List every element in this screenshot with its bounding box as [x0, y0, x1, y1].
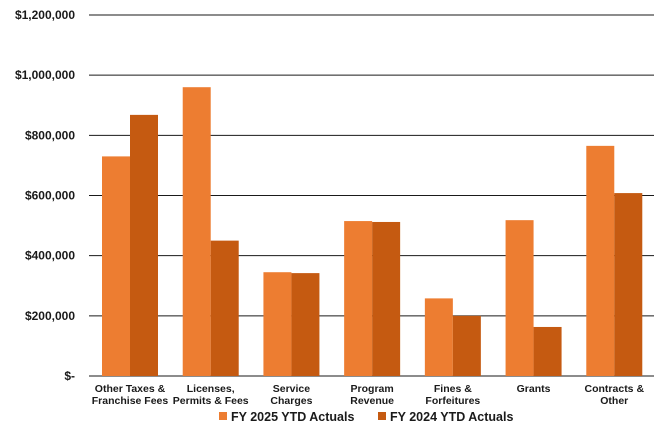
bar-fy2024: [291, 273, 320, 376]
x-tick-label: Fines & Forfeitures: [425, 383, 480, 407]
legend-label: FY 2025 YTD Actuals: [231, 410, 354, 424]
bar-fy2024: [130, 114, 158, 377]
x-tick-label: Other Taxes & Franchise Fees: [92, 383, 169, 407]
bar-fy2025: [263, 272, 292, 376]
x-tick-label-line: Franchise Fees: [92, 395, 169, 407]
legend-label: FY 2024 YTD Actuals: [390, 410, 513, 424]
bar-fy2025: [344, 221, 373, 376]
x-tick-label-line: Other Taxes &: [95, 383, 166, 395]
x-tick-label-line: Program: [351, 383, 394, 395]
bar-fy2024: [452, 315, 481, 376]
x-tick-label: Grants: [517, 383, 551, 395]
bar-fy2024: [210, 240, 239, 376]
y-tick-label: $600,000: [25, 189, 75, 203]
y-tick-label: $-: [64, 369, 75, 383]
x-tick-label: Service Charges: [270, 383, 312, 407]
x-tick-label: Contracts & Other: [585, 383, 645, 407]
bar-fy2024: [372, 221, 401, 376]
x-tick-label-line: Fines &: [434, 383, 472, 395]
y-tick-label: $400,000: [25, 249, 75, 263]
x-tick-label-line: Contracts &: [585, 383, 645, 395]
x-tick-label: Program Revenue: [350, 383, 394, 407]
y-tick-label: $200,000: [25, 309, 75, 323]
y-tick-label: $1,000,000: [15, 68, 75, 82]
bar-fy2025: [586, 145, 615, 376]
x-tick-label-line: Permits & Fees: [173, 395, 249, 407]
bar-fy2025: [102, 156, 130, 376]
y-tick-label: $800,000: [25, 128, 75, 142]
x-tick-label-line: Forfeitures: [425, 395, 480, 407]
x-tick-label-line: Service: [273, 383, 311, 395]
legend-swatch: [219, 412, 227, 420]
x-tick-label-line: Grants: [517, 383, 551, 395]
x-tick-label-line: Revenue: [350, 395, 394, 407]
x-tick-label-line: Charges: [270, 395, 312, 407]
x-tick-label-line: Licenses,: [187, 383, 235, 395]
legend-swatch: [378, 412, 386, 420]
bar-fy2025: [505, 220, 534, 376]
y-tick-label: $1,200,000: [15, 8, 75, 22]
x-tick-label: Licenses, Permits & Fees: [173, 383, 249, 407]
bar-fy2024: [614, 193, 643, 376]
bar-fy2025: [424, 298, 453, 376]
bar-fy2024: [533, 326, 562, 376]
x-tick-label-line: Other: [600, 395, 628, 407]
bar-fy2025: [182, 87, 211, 376]
